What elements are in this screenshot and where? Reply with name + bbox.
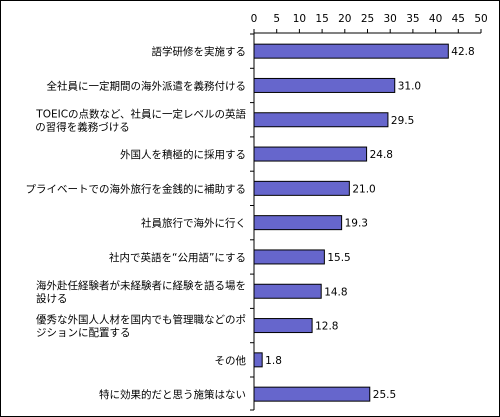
data-label: 15.5 (327, 252, 350, 264)
data-label: 21.0 (352, 183, 375, 195)
x-tick-label: 15 (315, 13, 328, 25)
category-label: TOEICの点数など、社員に一定レベルの英語 (35, 107, 246, 120)
category-label: 優秀な外国人人材を国内でも管理職などのポ (36, 313, 246, 326)
category-label: 社員旅行で海外に行く (141, 217, 246, 230)
category-label: 外国人を積極的に採用する (120, 148, 246, 161)
category-label: 特に効果的だと思う施策はない (99, 388, 246, 401)
data-label: 29.5 (391, 115, 414, 127)
x-tick-label: 30 (384, 13, 397, 25)
bar (253, 215, 343, 231)
data-label: 31.0 (398, 80, 421, 92)
x-tick-label: 20 (338, 13, 351, 25)
data-label: 19.3 (345, 218, 368, 230)
category-label: 海外赴任経験者が未経験者に経験を語る場を (36, 279, 246, 292)
x-tick-label: 25 (361, 13, 374, 25)
bar (253, 146, 368, 162)
data-label: 14.8 (324, 286, 347, 298)
bar (253, 112, 389, 128)
bar (253, 77, 396, 93)
bar (253, 386, 371, 402)
x-tick-label: 40 (429, 13, 442, 25)
category-label: ジションに配置する (36, 327, 131, 339)
bar (253, 180, 350, 196)
category-label: その他 (215, 354, 247, 367)
x-tick-label: 5 (273, 13, 280, 25)
category-label: 社内で英語を“公用語”にする (109, 251, 246, 264)
bar (253, 318, 313, 334)
bar (253, 249, 325, 265)
category-label: 設ける (36, 292, 68, 305)
data-label: 42.8 (451, 46, 474, 58)
x-tick-label: 10 (293, 13, 306, 25)
category-label: 語学研修を実施する (152, 45, 247, 58)
category-label: の習得を義務づける (35, 120, 130, 133)
data-label: 24.8 (370, 149, 393, 161)
category-label: 全社員に一定期間の海外派遣を義務付ける (47, 79, 247, 92)
bar (253, 43, 449, 59)
x-tick-label: 35 (406, 13, 419, 25)
x-tick-label: 0 (251, 13, 258, 25)
bar (253, 283, 322, 299)
bar (253, 352, 263, 368)
x-tick-label: 50 (474, 13, 487, 25)
x-tick-label: 45 (452, 13, 465, 25)
data-label: 25.5 (373, 389, 396, 401)
data-label: 1.8 (265, 355, 282, 367)
data-label: 12.8 (315, 321, 338, 333)
category-label: プライベートでの海外旅行を金銭的に補助する (26, 182, 247, 195)
